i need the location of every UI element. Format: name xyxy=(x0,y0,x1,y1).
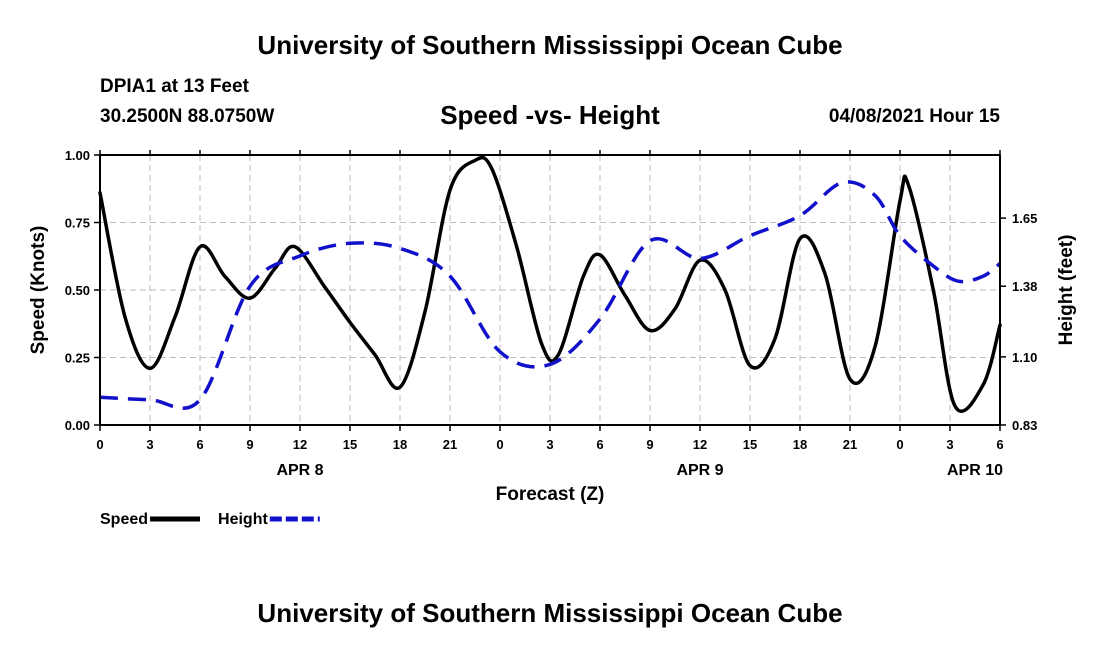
x-tick-label: 0 xyxy=(896,437,903,452)
date-label: APR 9 xyxy=(676,462,723,479)
y2-axis-label: Height (feet) xyxy=(1056,235,1077,346)
y-tick-label: 1.00 xyxy=(65,148,90,163)
y-axis-label: Speed (Knots) xyxy=(28,226,49,355)
x-tick-label: 15 xyxy=(343,437,357,452)
x-tick-label: 6 xyxy=(996,437,1003,452)
x-tick-label: 6 xyxy=(596,437,603,452)
axes-layer xyxy=(94,150,1006,431)
date-label: APR 8 xyxy=(276,462,323,479)
y-tick-label: 0.50 xyxy=(65,283,90,298)
y2-tick-label: 1.38 xyxy=(1012,279,1037,294)
date-label: APR 10 xyxy=(947,462,1003,479)
y-tick-label: 0.25 xyxy=(65,351,90,366)
x-tick-label: 18 xyxy=(793,437,807,452)
y2-tick-label: 0.83 xyxy=(1012,418,1037,433)
x-tick-label: 9 xyxy=(646,437,653,452)
labels-layer: 0 3 6 9 12 15 18 21 0 3 6 9 12 15 18 21 0 3 6 0.00 0.25 0.50 0… xyxy=(28,148,1077,505)
legend-label-speed: Speed xyxy=(100,511,148,528)
x-tick-label: 15 xyxy=(743,437,757,452)
forecast-datetime: 04/08/2021 Hour 15 xyxy=(828,106,1000,127)
series-height-line xyxy=(99,180,1002,411)
y2-tick-label: 1.65 xyxy=(1012,211,1037,226)
y-tick-label: 0.00 xyxy=(65,418,90,433)
x-axis-label: Forecast (Z) xyxy=(496,484,605,505)
x-tick-label: 12 xyxy=(693,437,707,452)
x-tick-label: 0 xyxy=(96,437,103,452)
series-layer xyxy=(98,155,1002,414)
station-label: DPIA1 at 13 Feet xyxy=(100,76,249,97)
series-speed-line xyxy=(98,155,1002,414)
x-tick-label: 21 xyxy=(843,437,857,452)
chart-subtitle: Speed -vs- Height xyxy=(440,100,660,130)
x-tick-label: 12 xyxy=(293,437,307,452)
grid-layer xyxy=(100,155,1000,425)
legend-layer: Speed Height xyxy=(100,511,320,528)
x-tick-label: 3 xyxy=(946,437,953,452)
x-tick-label: 0 xyxy=(496,437,503,452)
header-title: University of Southern Mississippi Ocean… xyxy=(257,30,843,60)
x-tick-label: 3 xyxy=(546,437,553,452)
x-tick-label: 6 xyxy=(196,437,203,452)
station-coordinates: 30.2500N 88.0750W xyxy=(100,106,275,127)
y2-tick-label: 1.10 xyxy=(1012,350,1037,365)
footer-title: University of Southern Mississippi Ocean… xyxy=(257,598,843,628)
x-tick-label: 9 xyxy=(246,437,253,452)
y-tick-label: 0.75 xyxy=(65,216,90,231)
legend-label-height: Height xyxy=(218,511,268,528)
x-tick-label: 18 xyxy=(393,437,407,452)
x-tick-label: 21 xyxy=(443,437,457,452)
x-tick-label: 3 xyxy=(146,437,153,452)
